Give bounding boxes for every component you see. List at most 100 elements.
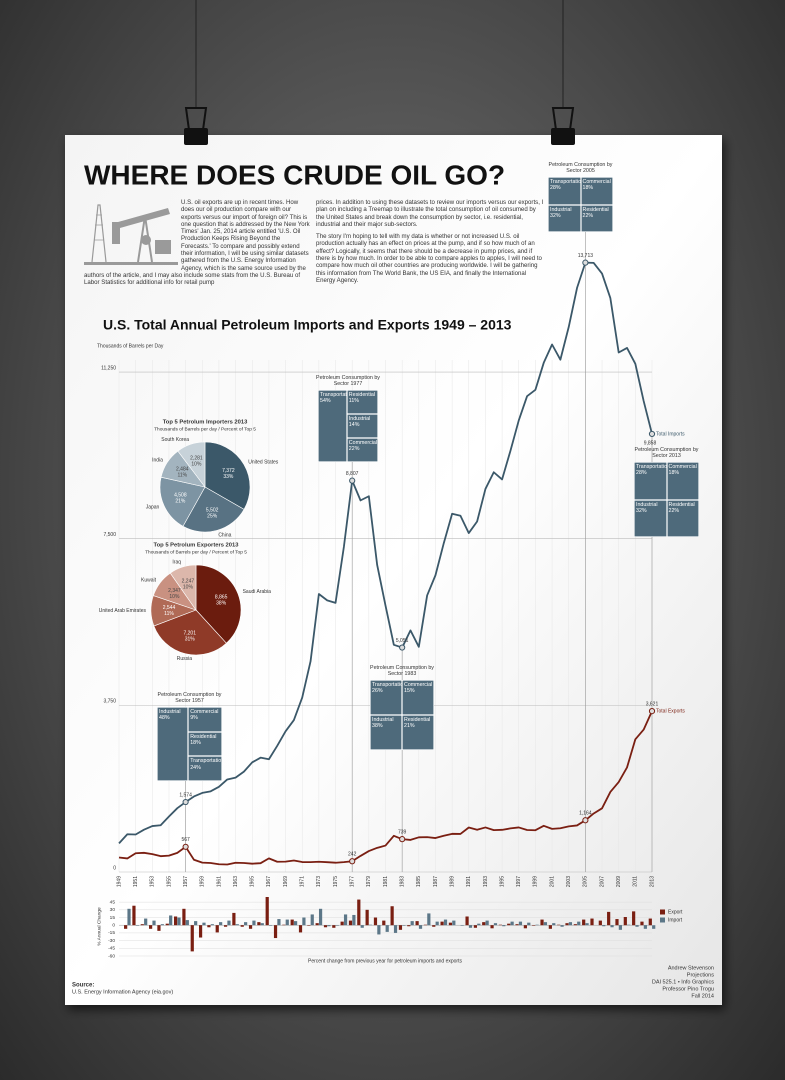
slice-category: Japan xyxy=(146,505,160,511)
cell-label: Industrial xyxy=(372,717,394,723)
cell-label: Transportation xyxy=(636,464,667,470)
cell-value: 28% xyxy=(550,185,561,192)
point-marker xyxy=(648,707,656,715)
bar xyxy=(602,925,606,927)
bar xyxy=(260,923,264,926)
x-tick-label: 1995 xyxy=(499,876,505,887)
pie-subtitle: Thousands of Barrels per day / Percent o… xyxy=(154,426,256,432)
bar xyxy=(285,919,289,926)
source: U.S. Energy Information Agency (eia.gov) xyxy=(72,989,173,995)
x-tick-label: 1969 xyxy=(283,876,289,887)
slice-value: 5,502 xyxy=(206,507,219,513)
pie-subtitle: Thousands of Barrels per day / Percent o… xyxy=(145,549,247,555)
series-name: Total Imports xyxy=(656,431,685,437)
data-label: 8,807 xyxy=(346,471,359,477)
bar xyxy=(523,925,527,929)
bar xyxy=(632,911,636,926)
x-tick-label: 1987 xyxy=(433,876,439,887)
bar xyxy=(640,921,644,926)
pie-slice xyxy=(177,441,206,488)
bar xyxy=(185,920,189,926)
bar xyxy=(502,925,506,927)
bar xyxy=(157,925,161,931)
bar xyxy=(418,925,423,929)
cell-label: Industrial xyxy=(550,206,572,213)
slice-percent: 10% xyxy=(183,585,194,591)
slice-category: India xyxy=(152,457,163,463)
legend-label: Export xyxy=(668,909,683,915)
y-tick-label: 0 xyxy=(113,865,116,871)
x-tick-label: 1999 xyxy=(533,876,539,887)
bar xyxy=(124,925,128,929)
bar xyxy=(310,914,314,926)
x-tick-label: 1957 xyxy=(183,876,189,887)
x-tick-label: 1955 xyxy=(166,876,172,887)
bar xyxy=(190,925,194,952)
cell-label: Residential xyxy=(582,206,609,213)
bar xyxy=(232,912,236,926)
bar xyxy=(307,925,311,926)
pie-slice xyxy=(182,486,245,533)
bar xyxy=(485,920,489,926)
slice-percent: 25% xyxy=(207,513,218,519)
bar xyxy=(368,924,373,926)
slice-percent: 33% xyxy=(223,474,234,480)
bar xyxy=(565,923,569,926)
x-tick-label: 1977 xyxy=(350,876,356,887)
data-label: 242 xyxy=(348,852,357,858)
slice-value: 2,347 xyxy=(168,588,181,594)
bar xyxy=(618,925,622,930)
bar xyxy=(432,925,436,927)
y-tick-label: 3,750 xyxy=(103,699,116,705)
bar xyxy=(477,923,481,926)
cell-label: Industrial xyxy=(636,501,658,508)
bar xyxy=(152,920,156,926)
pie-title: Top 5 Petrolum Exporters 2013 xyxy=(154,543,240,549)
bar xyxy=(540,919,544,926)
source-label: Source: xyxy=(72,983,94,989)
bar xyxy=(315,923,319,926)
bar xyxy=(568,922,573,926)
bar xyxy=(560,925,564,927)
bar xyxy=(127,908,131,926)
bar xyxy=(198,925,203,938)
slice-percent: 38% xyxy=(216,601,227,607)
bar xyxy=(273,925,278,939)
bar xyxy=(290,919,294,926)
cell-value: 28% xyxy=(636,470,647,477)
bar xyxy=(207,925,211,928)
legend-swatch xyxy=(660,917,665,923)
x-tick-label: 1951 xyxy=(133,876,139,887)
x-tick-label: 1953 xyxy=(150,876,156,887)
slice-category: Iraq xyxy=(172,560,181,566)
cell-label: Transportation xyxy=(550,179,581,185)
slice-value: 2,247 xyxy=(182,579,195,585)
bar xyxy=(590,918,594,926)
point-marker xyxy=(399,836,406,843)
slice-value: 4,508 xyxy=(174,492,187,498)
bar xyxy=(248,925,253,929)
icon-space xyxy=(84,199,181,269)
treemap-cell: Residential 22% xyxy=(666,499,699,537)
cell-label: Industrial xyxy=(159,709,181,715)
point-marker xyxy=(582,259,589,266)
slice-category: United Arab Emirates xyxy=(99,608,147,614)
slice-percent: 10% xyxy=(169,594,180,600)
bar xyxy=(643,925,647,929)
slice-value: 7,201 xyxy=(183,631,196,637)
bar xyxy=(382,920,386,926)
bar xyxy=(160,924,164,926)
bar xyxy=(410,921,414,926)
bar xyxy=(235,924,239,926)
callout-title: Petroleum Consumption by Sector 1957 xyxy=(157,692,222,705)
bar xyxy=(318,908,323,926)
pie-title: Top 5 Petrolum Importers 2013 xyxy=(163,420,248,426)
cell-value: 18% xyxy=(190,739,201,746)
bar xyxy=(202,922,206,926)
treemap-cell: Industrial 14% xyxy=(346,414,378,438)
y-tick-label: -60 xyxy=(108,953,115,959)
cell-value: 15% xyxy=(404,688,415,695)
bar xyxy=(165,923,169,926)
bar xyxy=(293,921,298,926)
bar xyxy=(377,925,381,935)
